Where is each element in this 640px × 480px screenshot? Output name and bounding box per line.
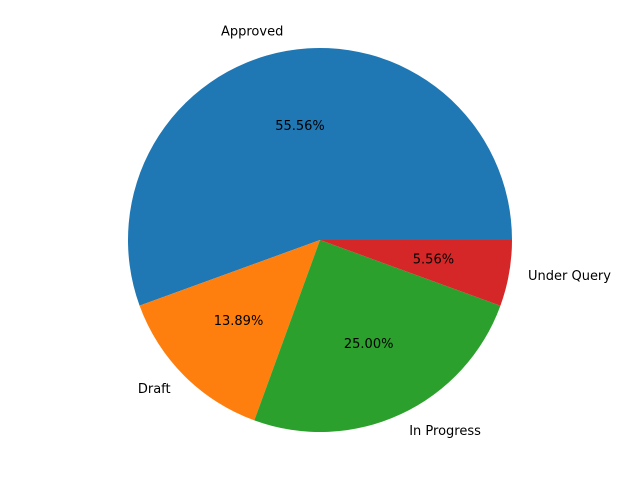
pie-slice-in-progress	[254, 240, 501, 433]
percent-label-under-query: 5.56%	[413, 253, 454, 268]
category-labels: Approved Draft In Progress Under Query	[138, 25, 611, 439]
category-label-approved: Approved	[221, 25, 283, 40]
category-label-under-query: Under Query	[528, 269, 611, 284]
category-label-draft: Draft	[138, 382, 171, 397]
pie-slice-under-query	[320, 240, 512, 306]
category-label-in-progress: In Progress	[409, 424, 481, 439]
pie-slices	[128, 48, 513, 433]
percent-label-in-progress: 25.00%	[344, 337, 394, 352]
percent-label-approved: 55.56%	[275, 119, 325, 134]
percent-label-draft: 13.89%	[214, 314, 264, 329]
pie-slice-draft	[139, 240, 320, 421]
pie-slice-approved	[128, 48, 513, 306]
percent-labels: 55.56% 13.89% 25.00% 5.56%	[214, 119, 454, 352]
